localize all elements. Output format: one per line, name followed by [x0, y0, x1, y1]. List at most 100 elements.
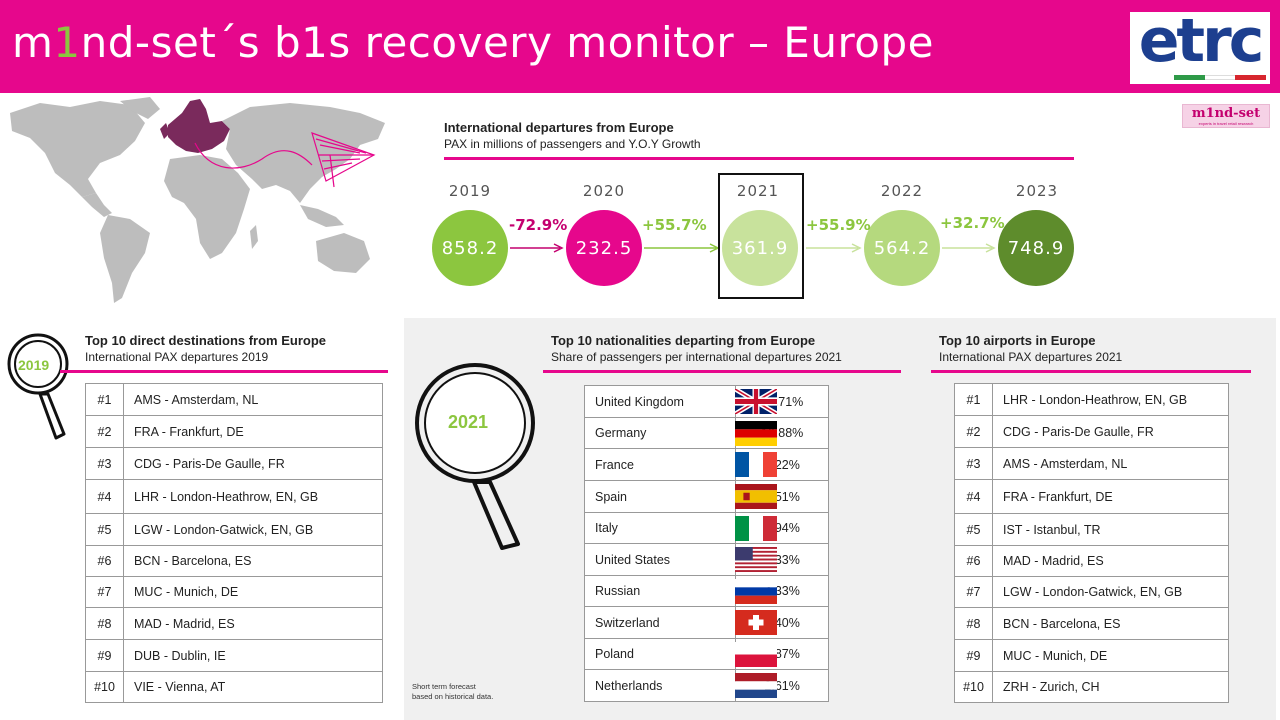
rank-cell: #9	[954, 639, 993, 672]
title-part: m	[12, 18, 54, 67]
table-row: #5 LGW - London-Gatwick, EN, GB	[85, 513, 383, 546]
header-bar: m1nd-set´s b1s recovery monitor – Europe…	[0, 0, 1280, 93]
table-row: France 7.22%	[583, 448, 829, 481]
page-title: m1nd-set´s b1s recovery monitor – Europe	[12, 18, 934, 67]
nationality-cell: Netherlands	[583, 669, 778, 702]
spain-flag-icon	[735, 484, 778, 509]
magnifier-icon	[7, 333, 69, 440]
destinations-table: #1 AMS - Amsterdam, NL #2 FRA - Frankfurt,…	[85, 383, 383, 703]
nationality-cell: United States	[583, 543, 778, 576]
table-row: #9 DUB - Dublin, IE	[85, 639, 383, 672]
rank-cell: #4	[954, 479, 993, 514]
nationality-cell: Italy	[583, 512, 778, 544]
airport-cell: MUC - Munich, DE	[992, 639, 1229, 672]
table-row: Italy 5.94%	[583, 512, 829, 544]
airport-cell: MAD - Madrid, ES	[992, 545, 1229, 577]
world-map	[10, 97, 385, 303]
airport-cell: IST - Istanbul, TR	[992, 513, 1229, 546]
nationality-cell: France	[583, 448, 778, 481]
departures-title: International departures from Europe	[444, 120, 674, 135]
uk-flag-icon	[735, 389, 778, 414]
destination-cell: AMS - Amsterdam, NL	[123, 383, 383, 416]
nationality-name: Italy	[595, 521, 618, 535]
destination-cell: FRA - Frankfurt, DE	[123, 415, 383, 448]
airport-cell: CDG - Paris-De Gaulle, FR	[992, 415, 1229, 448]
airport-cell: LGW - London-Gatwick, EN, GB	[992, 576, 1229, 608]
rank-cell: #3	[954, 447, 993, 480]
magnifier-icon	[415, 363, 535, 550]
airports-divider	[931, 370, 1251, 373]
footnote-line: Short term forecast	[412, 682, 476, 691]
destination-cell: LHR - London-Heathrow, EN, GB	[123, 479, 383, 514]
nationality-name: United Kingdom	[595, 394, 684, 409]
airport-cell: LHR - London-Heathrow, EN, GB	[992, 383, 1229, 416]
nationality-cell: Spain	[583, 480, 778, 513]
poland-flag-icon	[735, 642, 778, 667]
destination-cell: DUB - Dublin, IE	[123, 639, 383, 672]
table-row: Netherlands 2.61%	[583, 669, 829, 702]
netherlands-flag-icon	[735, 673, 778, 698]
airport-cell: ZRH - Zurich, CH	[992, 671, 1229, 703]
year-label: 2019	[448, 182, 492, 200]
airport-cell: AMS - Amsterdam, NL	[992, 447, 1229, 480]
value-circle: 858.2	[432, 210, 508, 286]
year-label: 2022	[880, 182, 924, 200]
growth-label: +55.9%	[806, 216, 871, 234]
table-row: Switzerland 3.40%	[583, 606, 829, 639]
title-part: nd-set´s b1s recovery monitor – Europe	[80, 18, 934, 67]
rank-cell: #4	[85, 479, 124, 514]
table-row: #1 AMS - Amsterdam, NL	[85, 383, 383, 416]
destination-cell: LGW - London-Gatwick, EN, GB	[123, 513, 383, 546]
growth-label: -72.9%	[509, 216, 568, 234]
footnote-line: based on historical data.	[412, 692, 494, 701]
table-row: Germany 10.88%	[583, 417, 829, 449]
rank-cell: #10	[85, 671, 124, 703]
nationalities-table: United Kingdom 14.71% Germany 10.88% Fra	[583, 385, 829, 702]
table-row: #8 BCN - Barcelona, ES	[954, 607, 1229, 640]
value-circle: 748.9	[998, 210, 1074, 286]
value-circle: 361.9	[722, 210, 798, 286]
nationality-cell: Switzerland	[583, 606, 778, 639]
etrc-logo-text: etrc	[1138, 6, 1265, 76]
table-row: United Kingdom 14.71%	[583, 385, 829, 418]
destinations-subtitle: International PAX departures 2019	[85, 350, 269, 364]
destination-cell: MAD - Madrid, ES	[123, 607, 383, 640]
nationality-name: Spain	[595, 489, 627, 504]
italy-flag-icon	[735, 516, 778, 541]
table-row: #4 LHR - London-Heathrow, EN, GB	[85, 479, 383, 514]
growth-label: +32.7%	[940, 214, 1005, 232]
table-row: #5 IST - Istanbul, TR	[954, 513, 1229, 546]
nationalities-divider	[543, 370, 901, 373]
nationalities-subtitle: Share of passengers per international de…	[551, 350, 842, 364]
forecast-note: Short term forecast based on historical …	[412, 682, 493, 702]
rank-cell: #6	[954, 545, 993, 577]
nationality-name: Switzerland	[595, 615, 660, 630]
rank-cell: #8	[85, 607, 124, 640]
year-label: 2023	[1015, 182, 1059, 200]
table-row: #2 FRA - Frankfurt, DE	[85, 415, 383, 448]
nationality-name: Germany	[595, 426, 647, 440]
russia-flag-icon	[735, 579, 778, 604]
destinations-title: Top 10 direct destinations from Europe	[85, 333, 327, 348]
mindset-logo-tagline: experts in travel retail research	[1198, 121, 1254, 126]
nationality-name: France	[595, 457, 634, 472]
nationality-name: Poland	[595, 647, 634, 661]
nationality-name: United States	[595, 552, 671, 567]
table-row: #10 VIE - Vienna, AT	[85, 671, 383, 703]
rank-cell: #8	[954, 607, 993, 640]
year-badge: 2021	[448, 412, 489, 432]
switzerland-flag-icon	[735, 610, 778, 635]
departures-divider	[444, 157, 1074, 160]
rank-cell: #10	[954, 671, 993, 703]
rank-cell: #5	[85, 513, 124, 546]
nationalities-title: Top 10 nationalities departing from Euro…	[551, 333, 816, 348]
airport-cell: BCN - Barcelona, ES	[992, 607, 1229, 640]
germany-flag-icon	[735, 421, 778, 446]
growth-label: +55.7%	[642, 216, 707, 234]
table-row: #6 MAD - Madrid, ES	[954, 545, 1229, 577]
destinations-divider	[60, 370, 388, 373]
airports-table: #1 LHR - London-Heathrow, EN, GB #2 CDG - …	[954, 383, 1229, 703]
year-badge: 2019	[18, 357, 50, 373]
rank-cell: #2	[85, 415, 124, 448]
value-circle: 564.2	[864, 210, 940, 286]
